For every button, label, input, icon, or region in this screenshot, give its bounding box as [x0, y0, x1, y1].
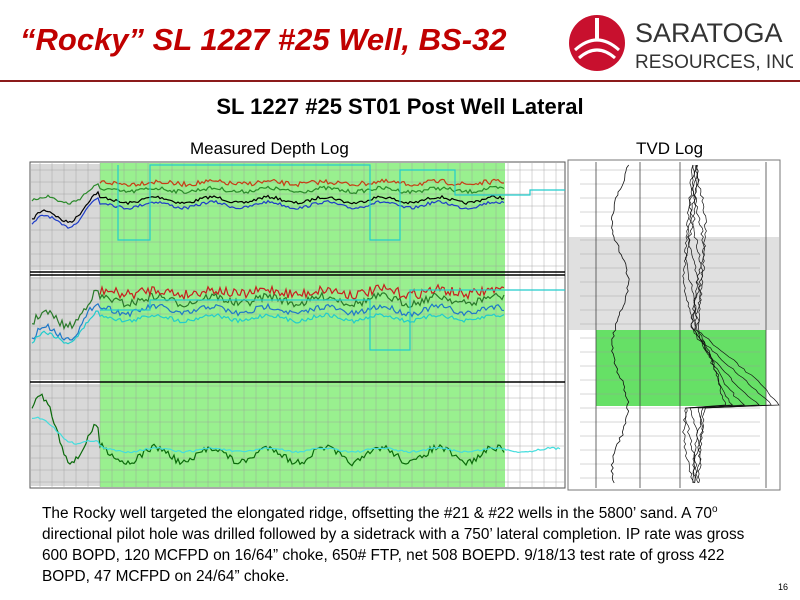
pay-zone	[100, 163, 505, 487]
logo-wave	[578, 48, 616, 60]
title-rule	[0, 80, 800, 82]
log-curve	[100, 289, 565, 351]
log-curve	[686, 164, 746, 484]
log-curve	[31, 302, 505, 341]
logo-name: SARATOGA	[635, 18, 783, 48]
log-images	[29, 159, 781, 491]
page-number: 16	[777, 582, 788, 592]
log-curve	[610, 164, 630, 484]
log-curve	[684, 164, 734, 484]
log-curve	[99, 283, 505, 302]
log-curve	[117, 164, 565, 241]
log-curve	[31, 190, 505, 224]
logo: SARATOGA RESOURCES, INC.	[569, 15, 793, 73]
log-curve	[692, 164, 780, 483]
slide-title: “Rocky” SL 1227 #25 Well, BS-32	[20, 22, 507, 57]
description: The Rocky well targeted the elongated ri…	[42, 499, 762, 587]
panel-label: Measured Depth Log	[190, 139, 349, 158]
log-curve	[31, 310, 505, 345]
text: The Rocky well targeted the elongated ri…	[42, 505, 712, 523]
log-curve	[31, 289, 505, 331]
superscript: o	[711, 504, 718, 515]
text: directional pilot hole was drilled follo…	[42, 526, 745, 586]
log-curve	[31, 196, 505, 229]
gray-zone	[31, 164, 100, 270]
gray-zone	[31, 277, 100, 380]
subtitle: SL 1227 #25 ST01 Post Well Lateral	[216, 94, 584, 119]
pay-zone	[596, 330, 766, 406]
log-curve	[31, 183, 505, 205]
panel-label: TVD Log	[636, 139, 704, 158]
log-curve	[690, 164, 772, 484]
logo-subname: RESOURCES, INC.	[635, 52, 793, 73]
log-curve	[31, 393, 505, 467]
gray-zone	[569, 237, 779, 330]
logo-derrick	[595, 18, 599, 40]
log-curve	[31, 416, 561, 454]
log-curve	[99, 178, 504, 188]
logo-mark	[569, 15, 625, 71]
